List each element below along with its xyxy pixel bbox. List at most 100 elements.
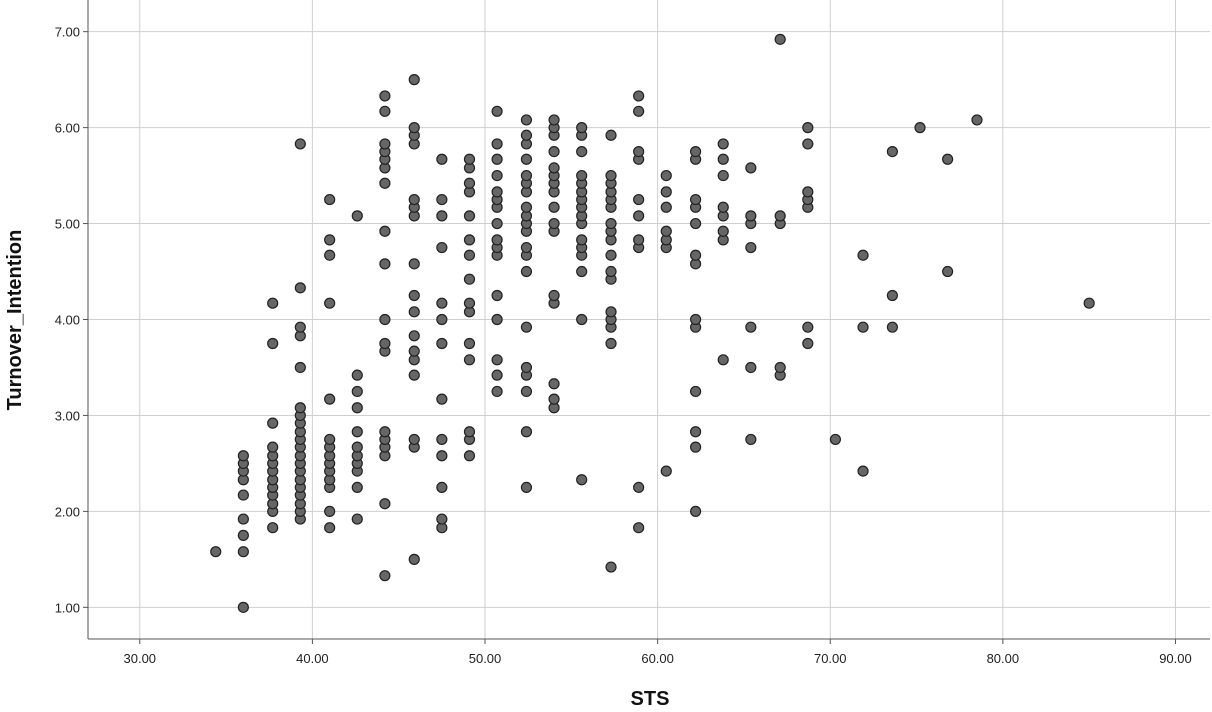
scatter-point <box>351 369 363 381</box>
scatter-point <box>491 313 503 326</box>
y-axis-title: Turnover_Intention <box>4 230 26 411</box>
scatter-point <box>436 513 448 525</box>
scatter-point <box>886 145 898 158</box>
scatter-point <box>605 337 617 350</box>
scatter-point <box>267 441 279 453</box>
scatter-point <box>379 313 391 326</box>
scatter-point <box>548 162 560 174</box>
scatter-point <box>576 122 588 134</box>
scatter-point <box>491 217 503 230</box>
scatter-point <box>660 169 672 182</box>
scatter-point <box>324 193 336 206</box>
scatter-point <box>548 217 560 230</box>
scatter-point <box>408 330 420 342</box>
y-tick-label: 5.00 <box>55 217 80 232</box>
x-tick-label: 90.00 <box>1159 651 1192 666</box>
scatter-point <box>491 354 503 366</box>
scatter-point <box>971 114 983 126</box>
scatter-point <box>436 393 448 405</box>
scatter-point <box>857 321 869 333</box>
scatter-point <box>576 234 588 246</box>
scatter-point <box>605 217 617 230</box>
scatter-point <box>520 265 533 278</box>
scatter-point <box>491 289 503 302</box>
scatter-point <box>520 361 533 374</box>
x-tick-label: 70.00 <box>814 651 847 666</box>
scatter-point <box>324 234 336 246</box>
scatter-point <box>548 393 560 405</box>
scatter-point <box>351 441 363 453</box>
scatter-point <box>491 138 503 150</box>
scatter-point <box>633 210 645 222</box>
scatter-point <box>294 361 306 374</box>
data-points <box>210 33 1095 613</box>
scatter-point <box>408 258 420 270</box>
axes <box>83 0 1210 644</box>
scatter-point <box>463 249 476 261</box>
scatter-point <box>408 306 420 318</box>
scatter-point <box>351 513 363 525</box>
x-tick-label: 80.00 <box>987 651 1020 666</box>
scatter-point <box>548 201 560 213</box>
scatter-point <box>717 354 729 366</box>
scatter-point <box>324 522 336 534</box>
y-tick-label: 3.00 <box>55 408 80 423</box>
scatter-point <box>351 481 363 494</box>
scatter-point <box>379 225 391 237</box>
scatter-point <box>633 522 645 534</box>
scatter-point <box>237 601 249 613</box>
y-tick-label: 7.00 <box>55 25 80 40</box>
scatter-point <box>267 417 279 429</box>
scatter-point <box>774 210 786 222</box>
scatter-point <box>520 114 533 126</box>
scatter-point <box>294 138 306 150</box>
scatter-point <box>605 306 617 318</box>
scatter-point <box>436 481 448 494</box>
scatter-point <box>436 450 448 462</box>
scatter-point <box>576 474 588 486</box>
scatter-point <box>436 241 448 254</box>
scatter-point <box>548 289 560 302</box>
scatter-point <box>520 153 533 165</box>
scatter-point <box>857 249 869 261</box>
scatter-point <box>520 385 533 398</box>
scatter-point <box>942 153 954 165</box>
scatter-point <box>408 433 420 446</box>
y-tick-label: 4.00 <box>55 313 80 328</box>
scatter-point <box>745 162 757 174</box>
scatter-point <box>774 361 786 374</box>
scatter-point <box>942 265 954 278</box>
scatter-point <box>548 114 560 126</box>
scatter-point <box>690 505 702 517</box>
scatter-point <box>267 337 279 350</box>
scatter-point <box>379 498 391 510</box>
scatter-point <box>324 297 336 309</box>
scatter-point <box>379 426 391 438</box>
y-tick-label: 1.00 <box>55 600 80 615</box>
scatter-point <box>633 193 645 206</box>
scatter-point <box>436 433 448 446</box>
scatter-point <box>633 145 645 158</box>
scatter-point <box>633 90 645 102</box>
scatter-point <box>576 169 588 182</box>
scatter-point <box>379 337 391 350</box>
scatter-point <box>886 289 898 302</box>
scatter-point <box>745 321 757 333</box>
scatter-point <box>576 313 588 326</box>
scatter-point <box>294 321 306 333</box>
scatter-point <box>660 225 672 237</box>
scatter-point <box>857 465 869 477</box>
scatter-point <box>1083 297 1095 309</box>
scatter-point <box>210 546 222 558</box>
scatter-point <box>548 378 560 390</box>
scatter-point <box>379 177 391 189</box>
scatter-point <box>436 210 448 222</box>
scatter-point <box>690 441 702 453</box>
scatter-point <box>660 201 672 213</box>
scatter-point <box>491 369 503 381</box>
scatter-point <box>802 337 814 350</box>
scatter-point <box>745 241 757 254</box>
scatter-point <box>745 361 757 374</box>
scatter-point <box>379 105 391 117</box>
